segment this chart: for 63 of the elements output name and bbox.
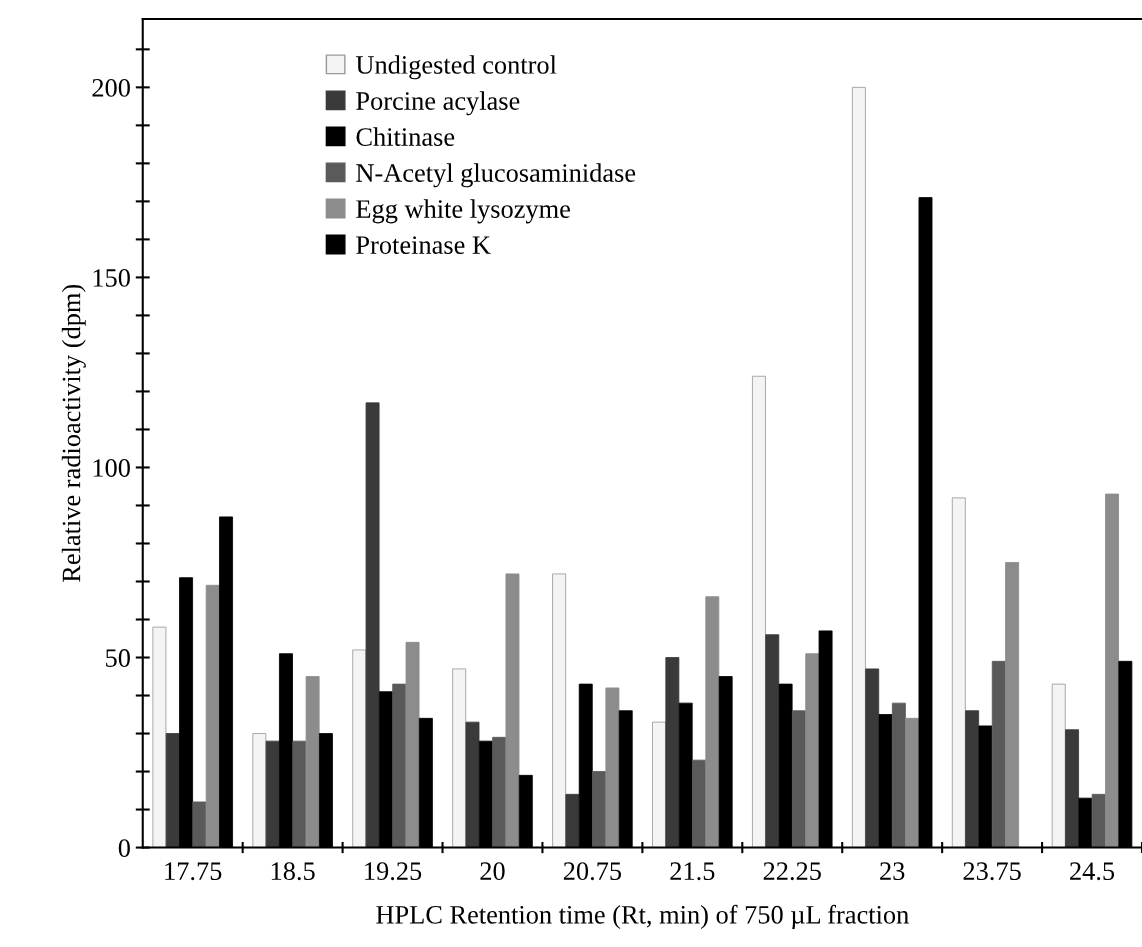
bar	[1105, 493, 1119, 848]
bar	[652, 721, 666, 848]
y-tick-label: 100	[93, 459, 130, 477]
bar	[505, 573, 520, 848]
bar	[705, 596, 720, 848]
bar	[405, 641, 420, 848]
bar	[252, 733, 267, 848]
bar	[752, 375, 766, 848]
x-tick-label: 20.75	[563, 862, 622, 881]
bar	[1065, 729, 1079, 848]
bar	[552, 573, 567, 848]
bar	[465, 721, 480, 848]
x-tick-label: 20	[480, 862, 505, 881]
bar	[991, 660, 1006, 848]
y-tick-label: 150	[93, 269, 130, 287]
bar	[1091, 793, 1106, 848]
bar	[292, 740, 307, 848]
bar	[492, 736, 507, 848]
bar	[891, 702, 906, 848]
y-tick-label: 200	[92, 78, 130, 97]
bar	[951, 497, 966, 848]
bar	[352, 649, 367, 848]
x-tick-label: 23	[880, 862, 905, 881]
x-axis-title: HPLC Retention time (Rt, min) of 750 µL fraction	[376, 904, 909, 930]
bar	[1051, 683, 1066, 848]
bar	[665, 657, 680, 848]
bar	[305, 676, 320, 848]
bar	[452, 668, 467, 848]
bar	[1005, 562, 1020, 848]
bar	[605, 687, 620, 848]
bar	[791, 710, 806, 848]
bar	[565, 793, 580, 848]
legend-label: N-Acetyl glucosaminidase	[356, 163, 636, 188]
bar	[265, 740, 280, 848]
x-tick-label: 24.5	[1070, 862, 1115, 881]
bar	[165, 733, 180, 848]
bar	[865, 668, 880, 848]
x-tick-label: 21.5	[670, 862, 715, 881]
bar	[392, 683, 407, 848]
bar	[365, 402, 380, 848]
legend-label: Egg white lysozyme	[356, 199, 570, 224]
bar	[692, 759, 706, 848]
x-tick-label: 17.75	[165, 862, 222, 881]
bar	[205, 584, 220, 848]
bar	[765, 634, 780, 848]
y-tick-label: 0	[118, 839, 130, 857]
x-tick-label: 22.25	[763, 862, 821, 881]
bar	[905, 717, 920, 848]
legend-label: Porcine acylase	[356, 91, 520, 116]
bar	[592, 771, 607, 848]
y-tick-label: 50	[106, 649, 130, 667]
bar	[192, 801, 207, 848]
x-tick-label: 18.5	[271, 862, 315, 881]
bar	[965, 710, 980, 848]
bar	[805, 653, 820, 848]
y-axis-title: Relative radioactivity (dpm)	[61, 284, 86, 582]
bar	[851, 86, 866, 848]
legend-label: Undigested control	[355, 55, 557, 80]
bar	[152, 626, 167, 848]
x-tick-label: 19.25	[365, 862, 422, 881]
x-tick-label: 23.75	[963, 862, 1021, 881]
legend-label: Chitinase	[356, 127, 455, 146]
legend-label: Proteinase K	[356, 236, 491, 254]
